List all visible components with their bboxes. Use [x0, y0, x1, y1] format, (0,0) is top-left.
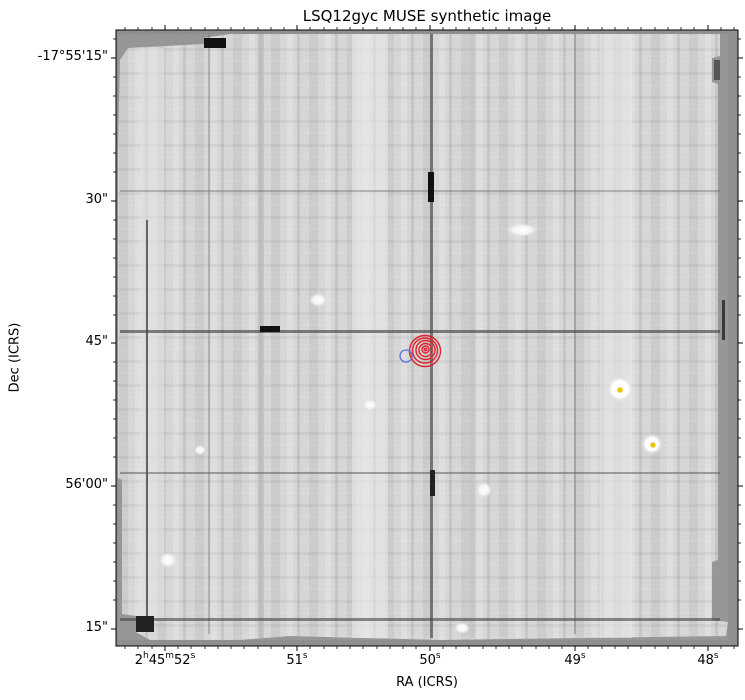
y-major-ticks	[111, 57, 743, 630]
x-tick-label: 51s	[286, 651, 308, 669]
y-tick-label: -17°55'15"	[37, 49, 108, 64]
seam-vertical	[430, 34, 433, 638]
faint-source	[194, 445, 206, 455]
faint-source	[309, 293, 327, 307]
supernova-position-marker	[399, 349, 413, 363]
faint-source	[506, 223, 538, 237]
x-tick-label: 48s	[697, 651, 719, 669]
seam-vertical	[722, 300, 725, 340]
dark-edge-artifact	[204, 38, 226, 48]
seam-vertical	[208, 34, 210, 634]
faint-source	[159, 552, 177, 568]
dark-edge-artifact	[714, 60, 720, 80]
x-tick-seconds: 50	[419, 653, 436, 668]
x-major-ticks	[164, 25, 709, 651]
axes-frame	[115, 29, 739, 647]
bright-column	[600, 34, 632, 638]
figure-title: LSQ12gyc MUSE synthetic image	[302, 7, 552, 25]
dark-column	[470, 34, 475, 638]
bright-column	[352, 34, 388, 638]
faint-source	[454, 622, 470, 634]
x-tick-seconds: 49	[564, 653, 581, 668]
x-axis-label: RA (ICRS)	[396, 675, 458, 690]
x-tick-minutes: 45	[148, 653, 166, 668]
y-tick-label: 45"	[85, 334, 108, 349]
dark-edge-artifact	[430, 470, 435, 496]
seam-vertical	[574, 34, 576, 634]
image-panel	[116, 30, 738, 646]
seam-horizontal	[120, 618, 720, 621]
x-tick-hours: 2	[134, 653, 143, 668]
faint-source	[476, 482, 492, 498]
host-contour	[423, 347, 428, 352]
faint-source	[363, 399, 377, 411]
x-tick-label: 2h45m52s	[134, 651, 196, 669]
seam-horizontal	[120, 472, 720, 474]
host-contour	[421, 345, 430, 354]
x-tick-seconds: 51	[286, 653, 303, 668]
host-contour	[411, 337, 439, 364]
star-centroid-dot	[617, 387, 623, 393]
dark-edge-artifact	[260, 326, 280, 332]
x-tick-label: 49s	[564, 651, 586, 669]
star-centroid-dot	[650, 442, 656, 448]
x-minor-ticks	[124, 27, 735, 649]
dark-edge-artifact	[136, 616, 154, 632]
host-contour	[415, 339, 436, 361]
x-tick-seconds: 48	[697, 653, 714, 668]
dark-column	[258, 34, 264, 638]
y-tick-label: 30"	[85, 192, 108, 207]
y-axis-label: Dec (ICRS)	[7, 322, 23, 393]
y-tick-label: 15"	[85, 620, 108, 635]
seam-vertical	[146, 220, 148, 620]
x-tick-label: 50s	[419, 651, 441, 669]
x-tick-seconds: 52	[174, 653, 191, 668]
y-tick-label: 56'00"	[65, 477, 108, 492]
seam-horizontal	[120, 190, 720, 192]
seam-horizontal	[120, 330, 720, 333]
y-minor-ticks	[113, 38, 741, 601]
dark-edge-artifact	[428, 172, 434, 202]
host-contour	[418, 342, 433, 358]
